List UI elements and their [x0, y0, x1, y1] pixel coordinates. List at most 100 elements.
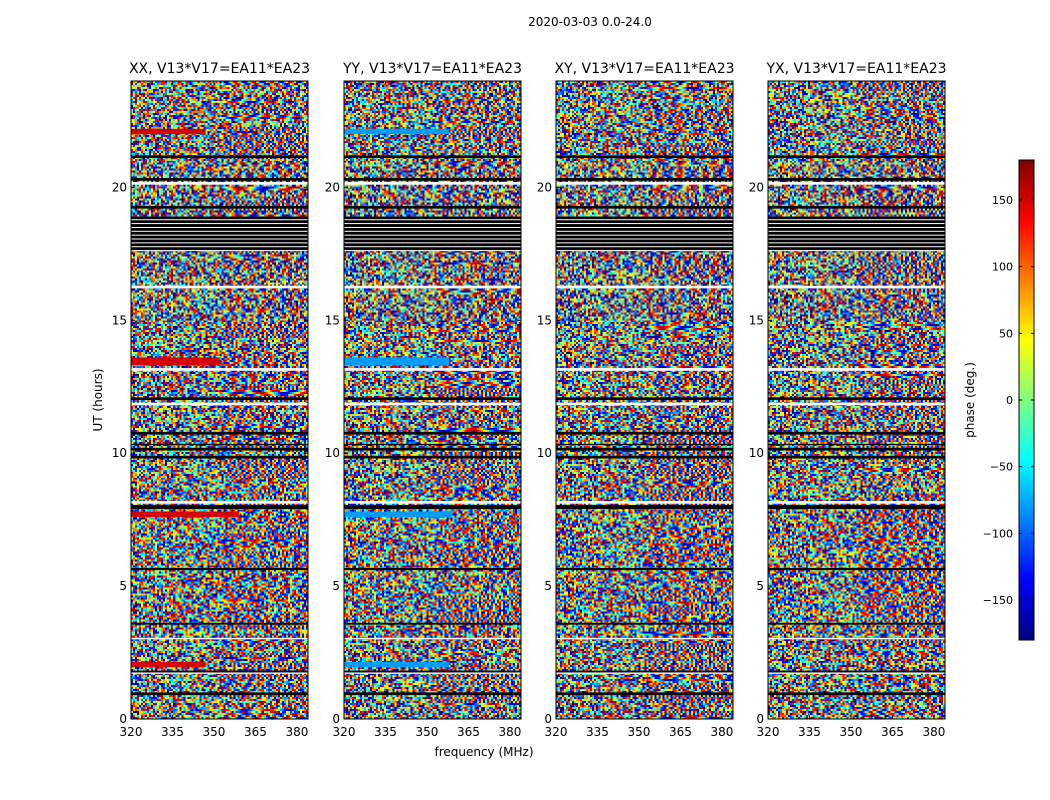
x-tick-label: 335 — [798, 725, 821, 739]
x-tick-label: 380 — [498, 725, 521, 739]
highlight-band — [344, 661, 450, 668]
flagged-band — [768, 670, 945, 673]
flagged-band — [131, 397, 308, 400]
flagged-band — [768, 250, 945, 252]
flagged-band — [344, 205, 521, 209]
y-tick-label: 10 — [749, 446, 764, 460]
flagged-band — [556, 431, 733, 435]
flagged-band — [344, 219, 521, 221]
flagged-band — [344, 505, 521, 509]
flagged-band — [344, 226, 521, 228]
y-tick-label: 20 — [325, 180, 340, 194]
blank-band — [344, 285, 521, 289]
blank-band — [344, 402, 521, 406]
flagged-band — [344, 443, 521, 446]
blank-band — [556, 182, 733, 185]
blank-band — [556, 672, 733, 674]
flagged-band — [344, 622, 521, 625]
flagged-band — [131, 223, 308, 225]
blank-band — [768, 501, 945, 504]
x-tick-label: 320 — [757, 725, 780, 739]
flagged-band — [768, 219, 945, 221]
flagged-band — [556, 226, 733, 228]
flagged-band — [556, 505, 733, 509]
panel-title: XY, V13*V17=EA11*EA23 — [554, 61, 734, 77]
flagged-band — [556, 568, 733, 571]
flagged-band — [131, 505, 308, 509]
x-tick-label: 380 — [710, 725, 733, 739]
flagged-band — [556, 205, 733, 209]
flagged-band — [768, 238, 945, 240]
colorbar-tick-label: 0 — [1006, 394, 1013, 407]
y-tick-label: 0 — [119, 712, 127, 726]
figure-suptitle: 2020-03-03 0.0-24.0 — [528, 15, 652, 29]
y-tick-label: 0 — [544, 712, 552, 726]
y-tick-label: 0 — [332, 712, 340, 726]
blank-band — [768, 637, 945, 640]
x-tick-label: 350 — [416, 725, 439, 739]
blank-band — [131, 672, 308, 674]
blank-band — [131, 637, 308, 640]
flagged-band — [344, 246, 521, 248]
flagged-band — [131, 447, 308, 451]
flagged-band — [768, 505, 945, 509]
panel-title: YX, V13*V17=EA11*EA23 — [765, 61, 946, 77]
y-tick-label: 15 — [112, 313, 127, 327]
flagged-band — [556, 223, 733, 225]
blank-band — [131, 285, 308, 289]
flagged-band — [556, 219, 733, 221]
y-tick-label: 15 — [325, 313, 340, 327]
flagged-band — [768, 622, 945, 625]
y-tick-label: 10 — [325, 446, 340, 460]
flagged-band — [131, 205, 308, 209]
flagged-band — [768, 234, 945, 236]
flagged-band — [556, 397, 733, 400]
y-axis-label: UT (hours) — [91, 368, 105, 431]
flagged-band — [131, 216, 308, 252]
flagged-band — [768, 205, 945, 209]
panel-frame — [343, 80, 522, 720]
x-tick-label: 320 — [333, 725, 356, 739]
x-tick-label: 365 — [244, 725, 267, 739]
y-tick-label: 20 — [112, 180, 127, 194]
flagged-band — [344, 223, 521, 225]
flagged-band — [768, 443, 945, 446]
flagged-band — [768, 431, 945, 435]
y-tick-label: 15 — [749, 313, 764, 327]
flagged-band — [131, 219, 308, 221]
blank-band — [768, 402, 945, 406]
x-axis-label: frequency (MHz) — [434, 745, 533, 759]
blank-band — [768, 182, 945, 185]
y-tick-label: 0 — [756, 712, 764, 726]
flagged-band — [556, 216, 733, 252]
flagged-band — [344, 250, 521, 252]
x-tick-label: 335 — [374, 725, 397, 739]
flagged-band — [344, 692, 521, 696]
flagged-band — [344, 568, 521, 571]
blank-band — [556, 501, 733, 504]
flagged-band — [768, 216, 945, 252]
colorbar-tick-label: 100 — [992, 261, 1013, 274]
y-tick-label: 5 — [544, 579, 552, 593]
flagged-band — [131, 622, 308, 625]
flagged-band — [768, 568, 945, 571]
x-tick-label: 320 — [120, 725, 143, 739]
flagged-band — [131, 568, 308, 571]
highlight-band — [344, 357, 450, 366]
flagged-band — [768, 223, 945, 225]
flagged-band — [344, 238, 521, 240]
flagged-band — [556, 242, 733, 244]
x-tick-label: 380 — [285, 725, 308, 739]
flagged-band — [344, 242, 521, 244]
flagged-band — [344, 178, 521, 181]
highlight-band — [131, 357, 220, 366]
flagged-band — [131, 178, 308, 181]
colorbar-tick-label: 50 — [999, 327, 1013, 340]
flagged-band — [556, 692, 733, 696]
y-tick-label: 20 — [537, 180, 552, 194]
panel-xx: XX, V13*V17=EA11*EA23 320 335 350 365 380 0 5 10… — [112, 61, 310, 739]
flagged-band — [131, 250, 308, 252]
panel-frame — [767, 80, 946, 720]
flagged-band — [768, 397, 945, 400]
